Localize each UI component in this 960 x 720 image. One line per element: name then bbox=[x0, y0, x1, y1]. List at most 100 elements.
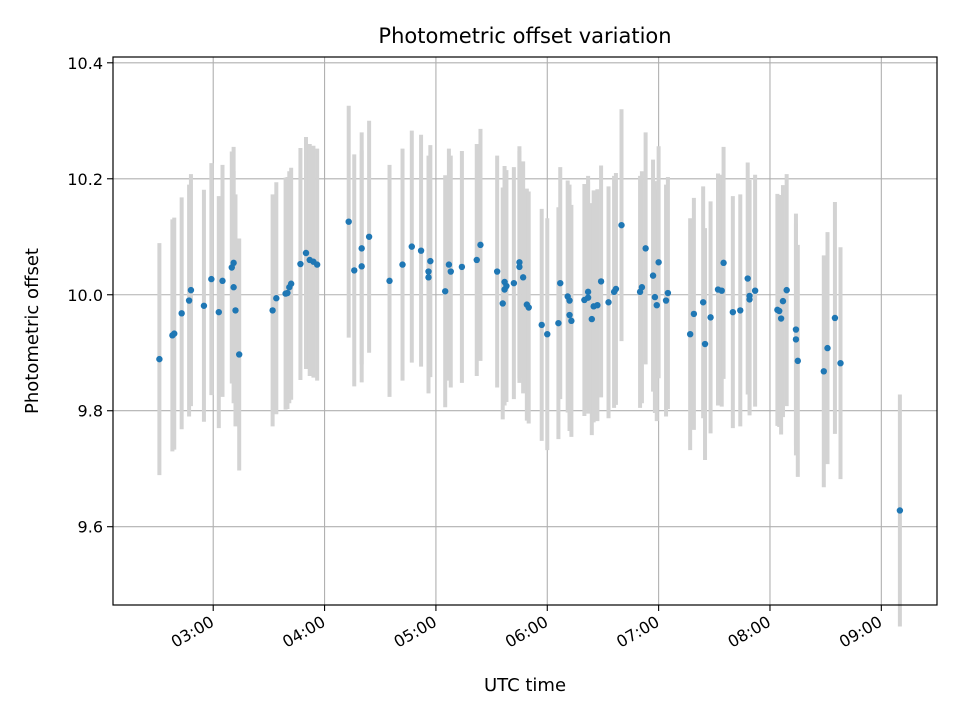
data-point bbox=[284, 289, 291, 297]
data-point bbox=[215, 308, 222, 316]
data-point bbox=[427, 257, 434, 265]
data-point bbox=[555, 319, 562, 327]
y-tick-label: 9.8 bbox=[78, 402, 103, 421]
data-point bbox=[510, 279, 518, 287]
y-tick-label: 10.0 bbox=[67, 286, 103, 305]
data-point bbox=[651, 293, 659, 301]
data-point bbox=[544, 330, 551, 338]
data-point bbox=[584, 294, 592, 301]
y-tick-label: 10.4 bbox=[67, 54, 103, 73]
data-point bbox=[655, 259, 662, 266]
data-point bbox=[729, 308, 737, 316]
data-point bbox=[744, 275, 751, 282]
data-point bbox=[751, 287, 759, 294]
data-point bbox=[503, 282, 510, 290]
data-point bbox=[219, 277, 226, 285]
data-point bbox=[699, 299, 707, 306]
data-point bbox=[824, 344, 831, 352]
data-point bbox=[837, 359, 844, 367]
data-point bbox=[896, 507, 904, 514]
data-point bbox=[566, 311, 573, 319]
x-axis-label: UTC time bbox=[484, 675, 566, 696]
data-point bbox=[568, 317, 575, 325]
data-point bbox=[477, 241, 484, 249]
data-point bbox=[779, 297, 787, 305]
data-point bbox=[653, 301, 660, 309]
data-point bbox=[662, 297, 670, 304]
data-points bbox=[156, 218, 904, 514]
y-tick-label: 9.6 bbox=[78, 518, 103, 537]
data-point bbox=[792, 336, 800, 343]
data-point bbox=[230, 284, 237, 291]
data-point bbox=[516, 259, 523, 266]
data-point bbox=[313, 261, 321, 268]
data-point bbox=[187, 286, 195, 294]
data-point bbox=[612, 285, 620, 293]
data-point bbox=[538, 321, 545, 329]
plot-frame bbox=[112, 56, 938, 606]
data-point bbox=[351, 267, 358, 274]
data-point bbox=[557, 279, 564, 287]
data-point bbox=[690, 310, 698, 318]
data-point bbox=[447, 268, 454, 275]
data-point bbox=[594, 301, 601, 309]
data-point bbox=[386, 277, 393, 285]
data-point bbox=[441, 288, 449, 295]
data-point bbox=[208, 275, 215, 283]
data-point bbox=[178, 310, 185, 317]
y-tick-label: 10.2 bbox=[67, 170, 103, 189]
data-point bbox=[297, 260, 304, 268]
data-point bbox=[425, 274, 432, 281]
data-point bbox=[399, 261, 406, 268]
data-point bbox=[588, 315, 596, 323]
data-point bbox=[200, 302, 208, 309]
data-point bbox=[156, 355, 163, 363]
data-point bbox=[358, 245, 365, 252]
data-point bbox=[302, 249, 310, 257]
data-point bbox=[493, 268, 501, 275]
data-point bbox=[638, 284, 646, 291]
data-point bbox=[425, 268, 432, 275]
data-point bbox=[458, 263, 466, 271]
data-point bbox=[831, 314, 839, 322]
data-point bbox=[642, 245, 649, 252]
data-point bbox=[499, 300, 506, 307]
data-point bbox=[417, 247, 425, 254]
data-point bbox=[777, 315, 785, 322]
data-point bbox=[794, 357, 802, 365]
data-point bbox=[664, 289, 672, 297]
data-point bbox=[525, 304, 532, 311]
data-point bbox=[516, 263, 523, 271]
data-point bbox=[584, 288, 592, 296]
data-point bbox=[232, 307, 239, 314]
data-point bbox=[519, 274, 527, 281]
data-point bbox=[408, 243, 415, 250]
data-point bbox=[686, 330, 694, 338]
data-point bbox=[566, 297, 573, 304]
data-point bbox=[445, 261, 453, 268]
data-point bbox=[605, 299, 612, 306]
data-point bbox=[707, 314, 714, 321]
data-point bbox=[269, 307, 276, 314]
data-point bbox=[618, 221, 625, 229]
data-point bbox=[649, 272, 657, 279]
data-point bbox=[358, 263, 365, 270]
data-point bbox=[287, 280, 295, 287]
data-point bbox=[473, 256, 480, 264]
data-point bbox=[701, 340, 709, 348]
data-point bbox=[235, 351, 243, 358]
data-point bbox=[273, 295, 280, 302]
data-point bbox=[746, 292, 753, 300]
data-point bbox=[776, 307, 783, 315]
data-point bbox=[737, 307, 744, 314]
data-point bbox=[230, 259, 237, 267]
chart-title: Photometric offset variation bbox=[378, 24, 671, 48]
data-point bbox=[365, 233, 373, 240]
data-point bbox=[720, 259, 727, 267]
data-point bbox=[718, 287, 725, 294]
data-point bbox=[783, 286, 790, 294]
data-point bbox=[345, 218, 352, 225]
y-axis-label: Photometric offset bbox=[22, 248, 43, 414]
data-point bbox=[185, 297, 193, 304]
y-axis-ticks: 9.6 9.8 10.0 10.2 10.4 bbox=[67, 54, 113, 537]
